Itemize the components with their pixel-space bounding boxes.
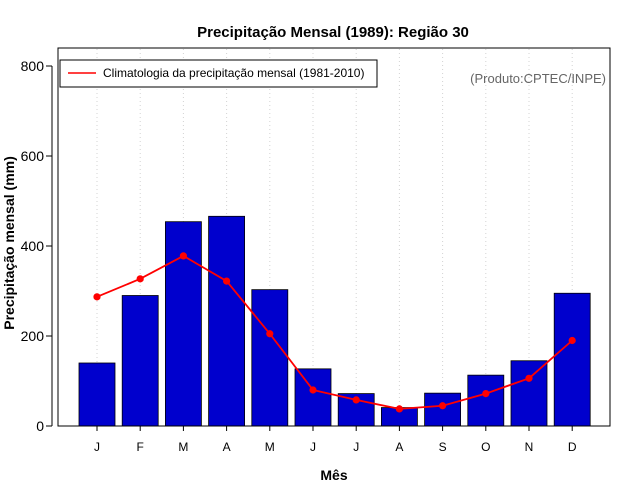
climatology-point-0 <box>93 293 101 301</box>
bar-5 <box>294 368 332 427</box>
x-tick-label-8: S <box>439 440 447 454</box>
bar-0 <box>78 362 116 427</box>
x-tick-label-9: O <box>481 440 490 454</box>
x-tick-label-10: N <box>525 440 534 454</box>
climatology-polyline <box>96 254 573 410</box>
climatology-point-1 <box>136 275 144 283</box>
plot-frame <box>57 47 611 427</box>
climatology-point-6 <box>352 396 360 404</box>
climatology-point-10 <box>525 374 533 382</box>
y-tick-label-3: 600 <box>21 148 45 164</box>
y-axis-label: Precipitação mensal (mm) <box>1 156 17 330</box>
bar-1 <box>121 295 159 427</box>
bar-10 <box>510 360 548 427</box>
bar-11 <box>553 292 591 427</box>
legend-entry-climatology: Climatologia da precipitação mensal (198… <box>103 66 364 80</box>
x-axis-label: Mês <box>320 467 347 483</box>
climatology-line <box>96 254 573 410</box>
x-tick-label-4: M <box>265 440 275 454</box>
y-tick-label-4: 800 <box>21 58 45 74</box>
bar-8 <box>424 392 462 427</box>
x-tick-label-2: M <box>178 440 188 454</box>
legend: Climatologia da precipitação mensal (198… <box>59 59 378 88</box>
source-credit: (Produto:CPTEC/INPE) <box>470 71 606 86</box>
climatology-points <box>93 252 576 413</box>
x-tick-label-11: D <box>568 440 577 454</box>
x-tick-label-6: J <box>353 440 359 454</box>
climatology-point-2 <box>179 252 187 260</box>
climatology-point-8 <box>439 402 447 410</box>
y-tick-label-0: 0 <box>36 418 44 434</box>
bar-4 <box>251 289 289 427</box>
climatology-point-3 <box>223 277 231 285</box>
bar-3 <box>208 215 246 427</box>
x-tick-label-5: J <box>310 440 316 454</box>
bar-9 <box>467 374 505 427</box>
x-tick-label-1: F <box>137 440 144 454</box>
legend-box <box>59 59 378 88</box>
climatology-point-4 <box>266 330 274 338</box>
climatology-point-11 <box>568 336 576 345</box>
x-tick-label-3: A <box>223 440 231 454</box>
climatology-point-7 <box>395 405 403 413</box>
climatology-point-5 <box>309 386 317 394</box>
x-tick-label-7: A <box>395 440 403 454</box>
climatology-point-9 <box>482 390 490 398</box>
chart-title: Precipitação Mensal (1989): Região 30 <box>197 24 469 41</box>
x-tick-label-0: J <box>94 440 100 454</box>
y-tick-label-2: 400 <box>21 238 45 254</box>
y-axis: 0 200 400 600 800 <box>21 58 53 434</box>
y-tick-label-1: 200 <box>21 328 45 344</box>
